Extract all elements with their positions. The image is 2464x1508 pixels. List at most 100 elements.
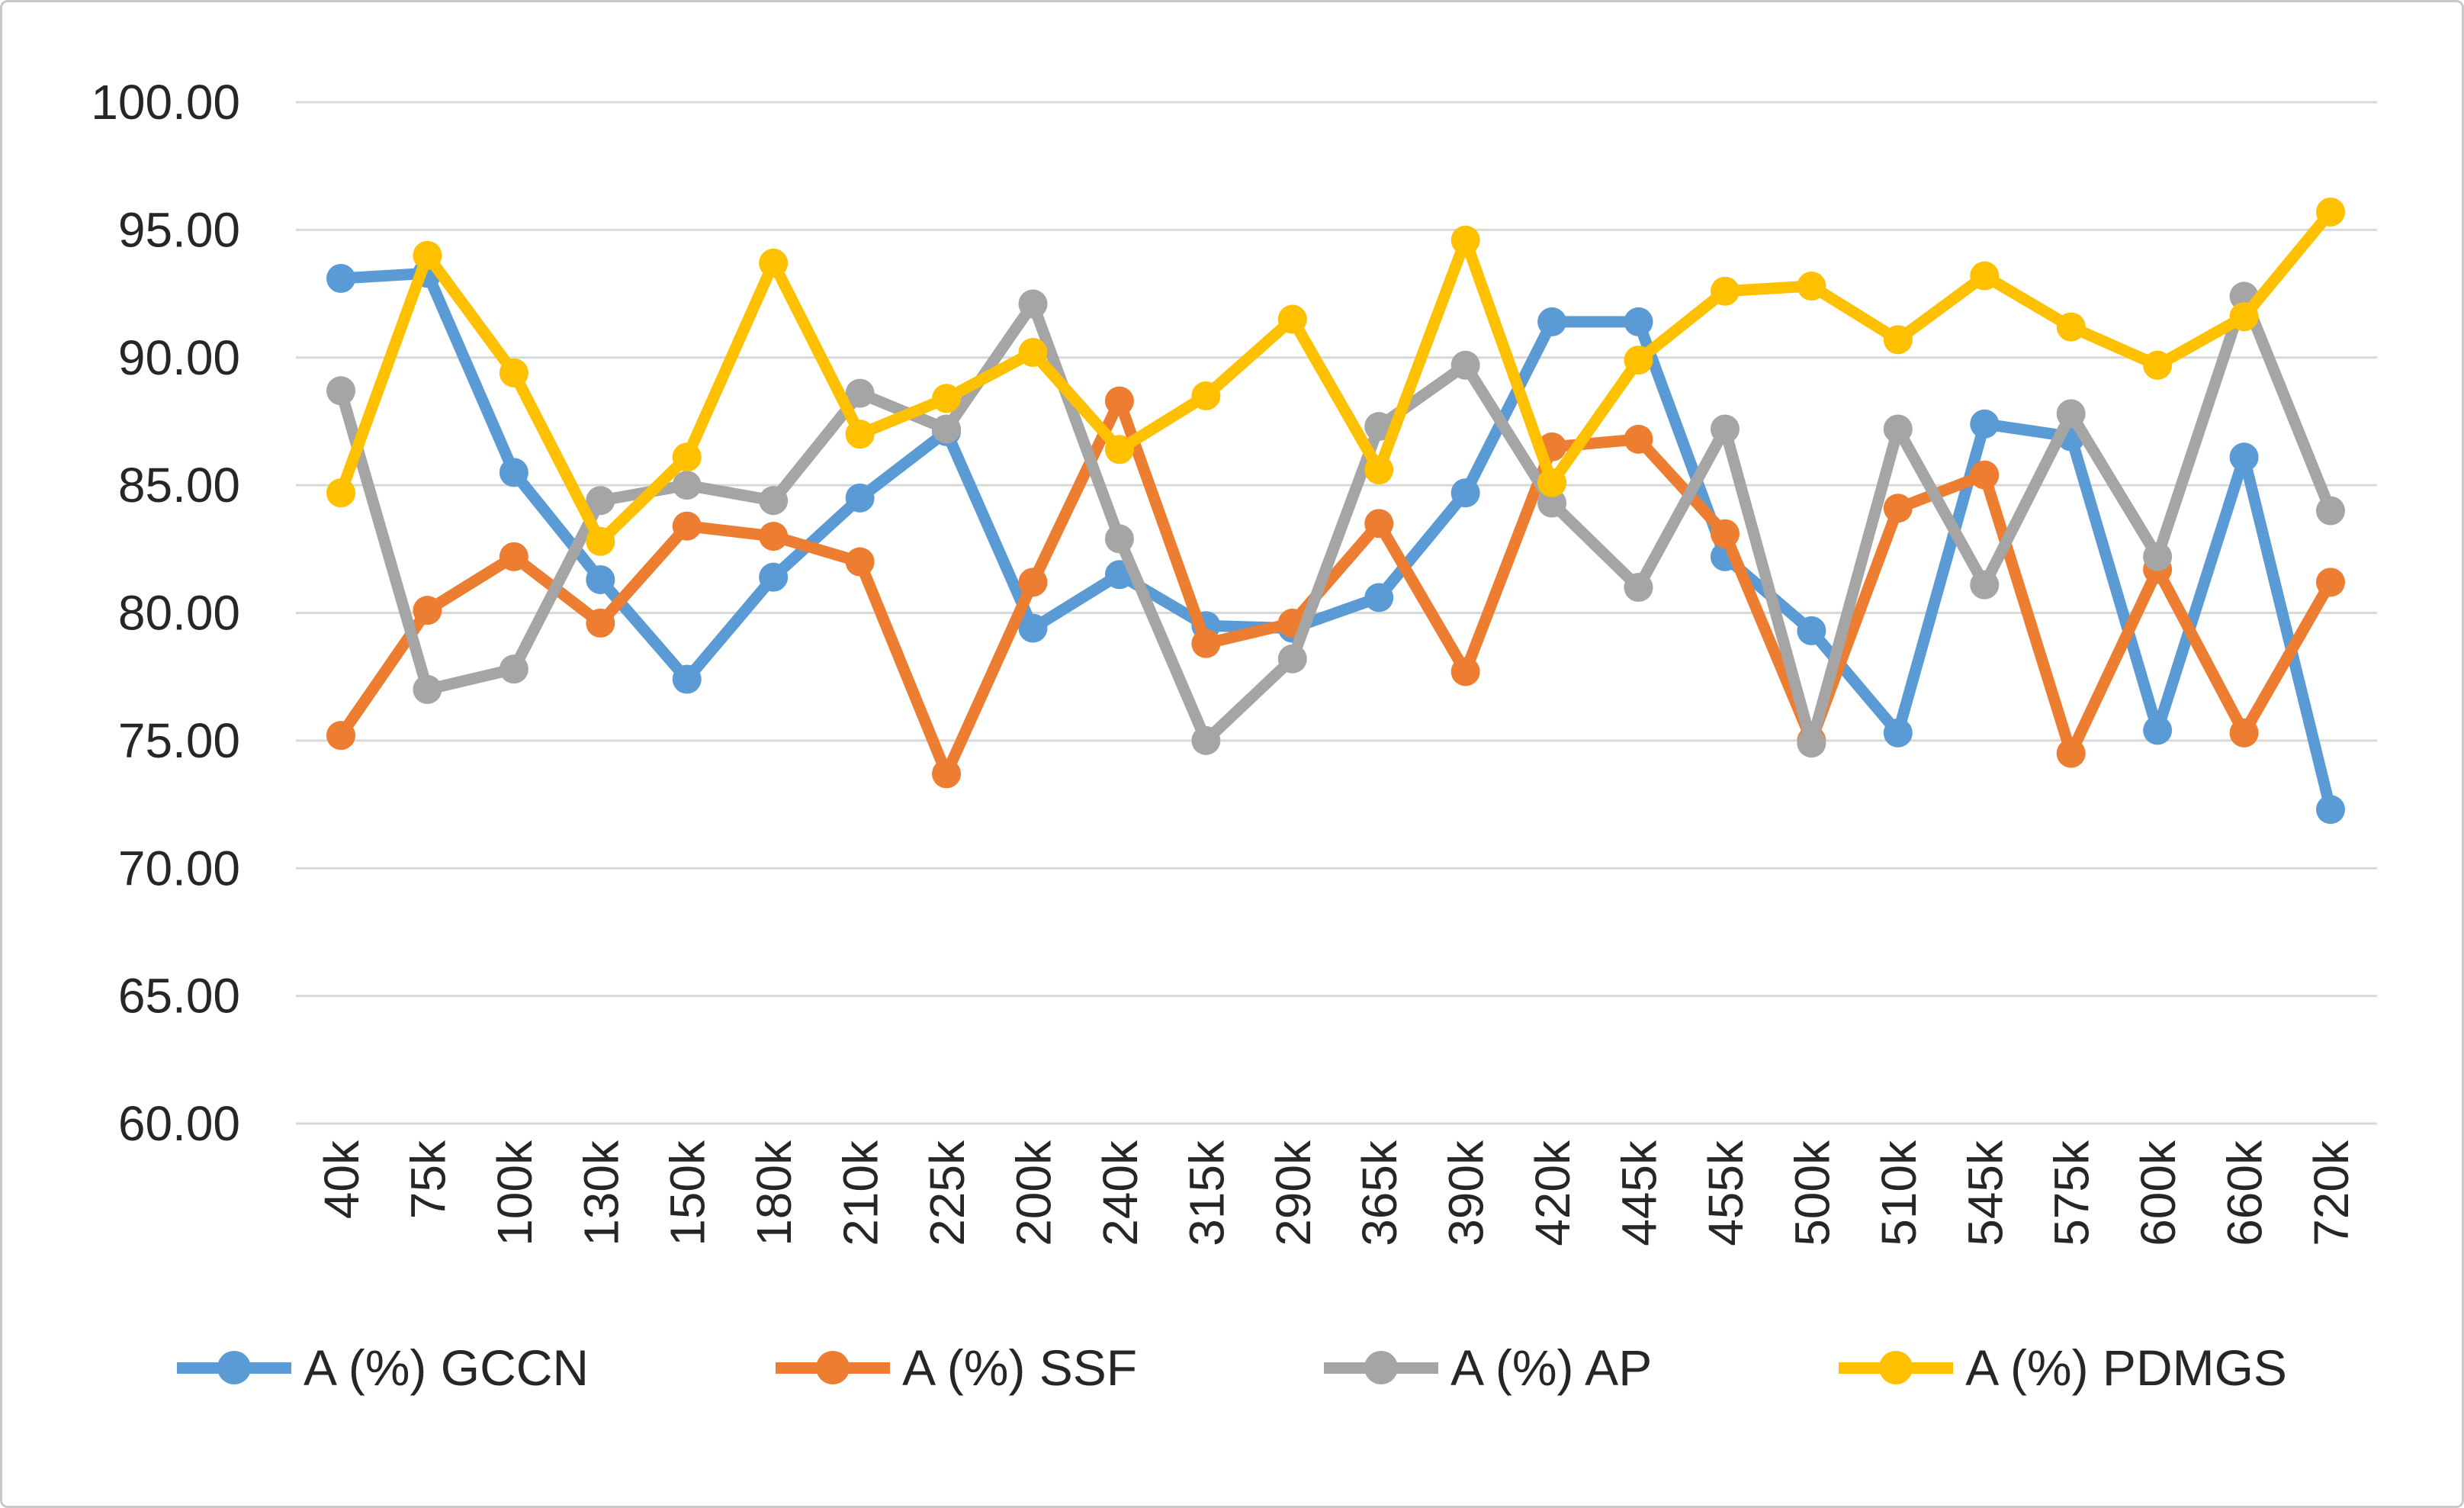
y-axis-tick-label: 95.00: [118, 202, 240, 257]
data-point-ap: [1537, 488, 1567, 518]
legend-marker-gccn-icon: [177, 1351, 292, 1384]
data-point-pdmgs: [1018, 338, 1048, 368]
data-point-ap: [1970, 570, 2000, 600]
data-point-ssf: [759, 522, 789, 551]
data-point-ssf: [845, 547, 875, 577]
data-point-gccn: [2143, 715, 2173, 745]
y-axis-tick-label: 80.00: [118, 586, 240, 641]
data-point-ssf: [2229, 718, 2259, 748]
data-point-gccn: [672, 664, 702, 694]
data-point-ap: [1883, 414, 1913, 444]
data-point-gccn: [2229, 442, 2259, 472]
data-point-pdmgs: [1191, 381, 1221, 410]
data-point-pdmgs: [845, 420, 875, 449]
data-point-ssf: [499, 542, 528, 571]
x-axis-tick-label: 240k: [1093, 1140, 1148, 1246]
y-axis-tick-label: 100.00: [91, 75, 240, 130]
data-point-pdmgs: [413, 240, 442, 270]
data-point-ap: [932, 414, 962, 444]
y-axis-tick-label: 60.00: [118, 1096, 240, 1151]
legend-marker-ap-icon: [1324, 1351, 1439, 1384]
data-point-ssf: [413, 596, 442, 625]
data-point-pdmgs: [499, 358, 528, 387]
legend-label-ssf: A (%) SSF: [902, 1339, 1138, 1396]
data-point-gccn: [326, 263, 355, 293]
data-point-gccn: [1364, 583, 1394, 613]
legend-marker-ssf-icon: [776, 1351, 891, 1384]
data-point-gccn: [1970, 409, 2000, 439]
data-point-gccn: [1797, 616, 1826, 645]
data-point-pdmgs: [932, 384, 962, 413]
data-point-ssf: [1450, 657, 1480, 686]
legend-item-ap: A (%) AP: [1324, 1339, 1652, 1397]
data-point-ssf: [1364, 509, 1394, 539]
series-line-pdmgs: [335, 206, 2337, 548]
data-point-pdmgs: [672, 442, 702, 472]
x-axis-tick-label: 130k: [573, 1140, 628, 1246]
data-point-ap: [1277, 644, 1307, 674]
data-point-ap: [1364, 412, 1394, 442]
data-point-ssf: [672, 511, 702, 541]
x-axis-tick-label: 100k: [487, 1140, 542, 1246]
legend-label-ap: A (%) AP: [1450, 1339, 1653, 1396]
legend-marker-dot-icon: [217, 1351, 252, 1384]
x-axis-tick-label: 40k: [314, 1140, 369, 1219]
data-point-ap: [672, 471, 702, 500]
data-point-ssf: [1710, 519, 1740, 548]
data-point-ssf: [1191, 629, 1221, 658]
x-axis-tick-label: 150k: [660, 1140, 715, 1246]
data-point-pdmgs: [1450, 225, 1480, 255]
data-point-pdmgs: [1537, 468, 1567, 497]
legend-item-gccn: A (%) GCCN: [177, 1339, 589, 1397]
data-point-gccn: [1624, 307, 1653, 336]
data-point-ap: [1191, 725, 1221, 755]
x-axis-tick-label: 545k: [1958, 1140, 2013, 1246]
legend-item-pdmgs: A (%) PDMGS: [1839, 1339, 2287, 1397]
x-axis-tick-label: 200k: [1006, 1140, 1061, 1246]
x-axis-tick-label: 210k: [834, 1140, 888, 1246]
data-point-pdmgs: [1364, 455, 1394, 485]
y-axis-tick-label: 65.00: [118, 969, 240, 1024]
data-point-gccn: [1018, 613, 1048, 643]
data-point-pdmgs: [1104, 435, 1134, 465]
data-point-gccn: [1883, 718, 1913, 748]
data-point-ap: [499, 654, 528, 684]
data-point-pdmgs: [1624, 346, 1653, 375]
data-point-pdmgs: [1883, 325, 1913, 355]
chart-legend: A (%) GCCN A (%) SSF A (%) AP A (%) PDMGS: [2, 1339, 2462, 1397]
x-axis-tick-label: 75k: [400, 1140, 455, 1219]
x-axis-tick-label: 510k: [1871, 1140, 1926, 1246]
data-point-ap: [326, 376, 355, 406]
x-axis-tick-label: 390k: [1439, 1140, 1494, 1246]
data-point-ssf: [1104, 386, 1134, 416]
data-point-pdmgs: [1710, 276, 1740, 306]
data-point-ssf: [1624, 424, 1653, 454]
x-axis-tick-label: 290k: [1266, 1140, 1321, 1246]
series-line-ssf: [335, 395, 2337, 780]
data-point-gccn: [1450, 478, 1480, 508]
data-point-ap: [759, 486, 789, 516]
x-axis-tick-label: 225k: [920, 1140, 975, 1246]
legend-marker-dot-icon: [1879, 1351, 1913, 1384]
y-axis-tick-label: 75.00: [118, 713, 240, 768]
data-point-pdmgs: [759, 248, 789, 278]
data-point-ap: [2316, 496, 2345, 526]
x-axis-tick-label: 720k: [2304, 1140, 2359, 1246]
data-point-ssf: [1970, 460, 2000, 490]
data-point-ssf: [2056, 738, 2086, 768]
data-point-ssf: [1883, 494, 1913, 523]
x-axis-tick-label: 180k: [747, 1140, 802, 1246]
data-point-gccn: [2316, 795, 2345, 825]
data-point-ap: [845, 378, 875, 408]
data-point-pdmgs: [2229, 302, 2259, 332]
data-point-ap: [2056, 399, 2086, 429]
x-axis-tick-label: 445k: [1612, 1140, 1667, 1246]
legend-item-ssf: A (%) SSF: [776, 1339, 1137, 1397]
data-point-ap: [1710, 414, 1740, 444]
data-point-pdmgs: [1277, 304, 1307, 334]
data-point-ap: [1450, 350, 1480, 380]
data-point-ap: [1104, 524, 1134, 554]
data-point-pdmgs: [586, 526, 615, 556]
